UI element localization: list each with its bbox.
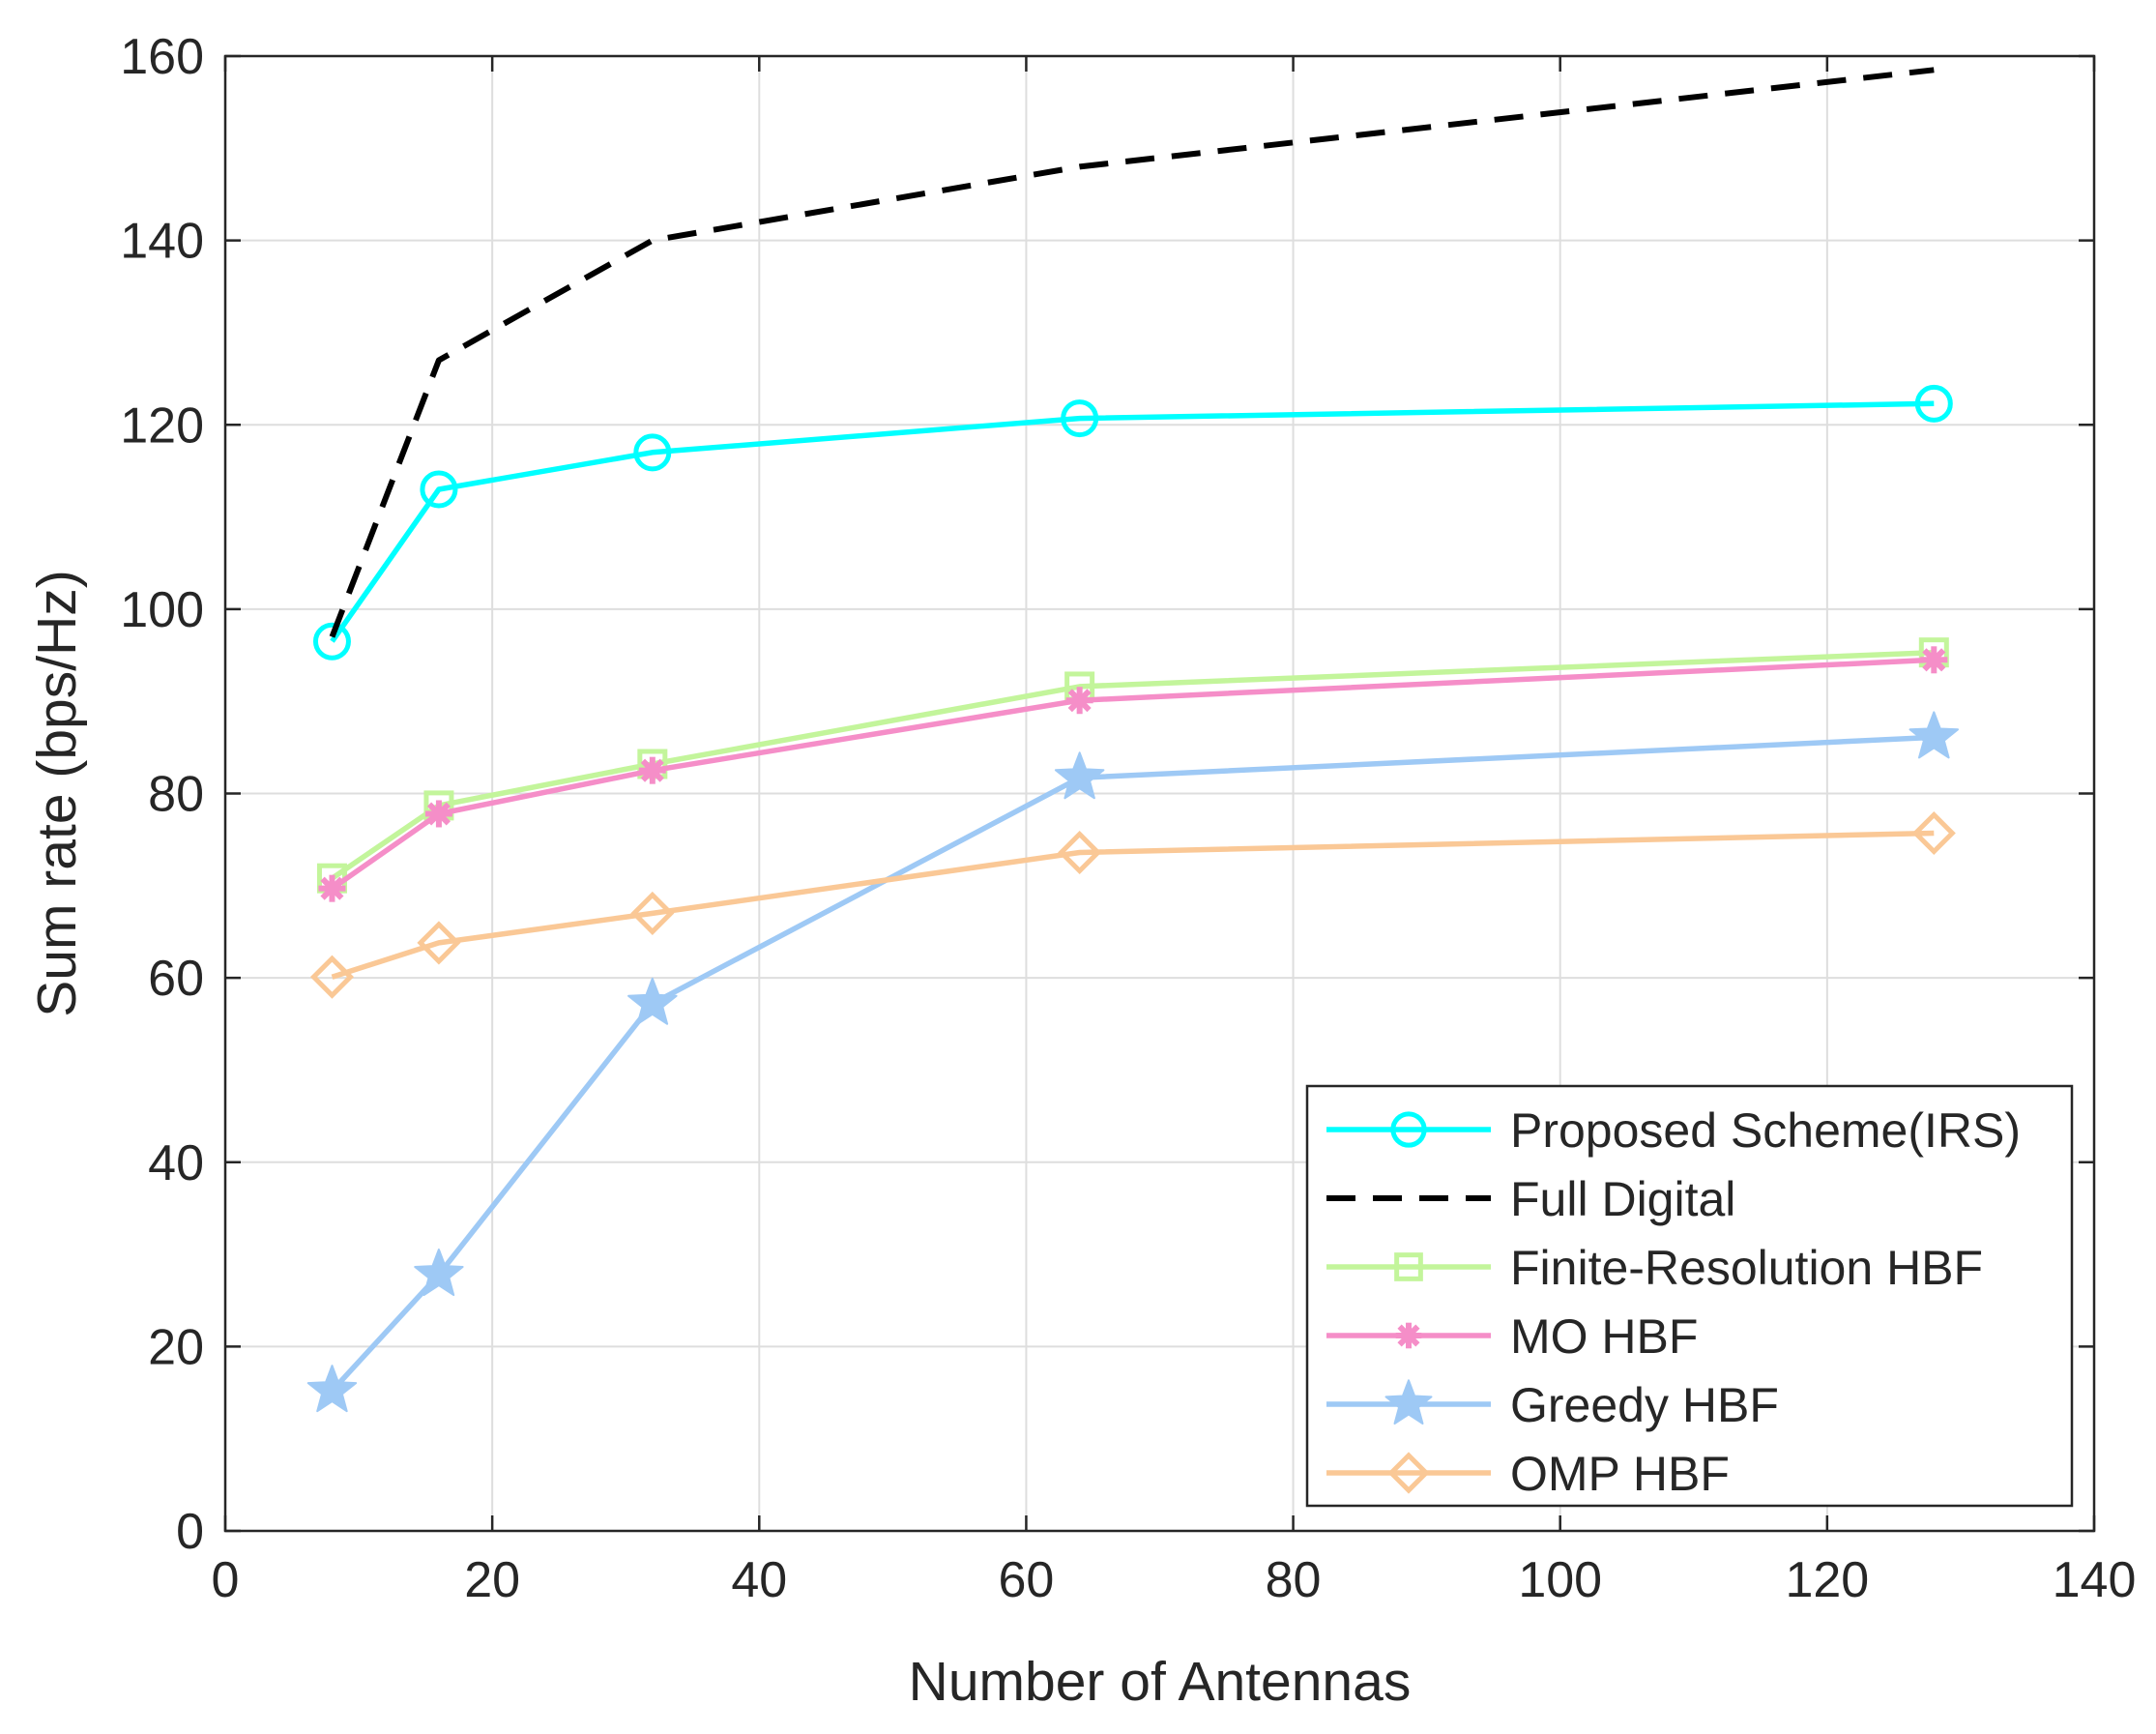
marker-diamond: [417, 921, 461, 965]
legend-label: Finite-Resolution HBF: [1510, 1241, 1983, 1295]
legend-entry: Full Digital: [1326, 1172, 1735, 1226]
y-tick-label: 120: [120, 397, 204, 454]
marker-pentagram: [1908, 711, 1959, 759]
legend-label: Full Digital: [1510, 1172, 1735, 1226]
marker-square: [1394, 1252, 1423, 1281]
axis-ticks: 0 20 40 60 80 100 120 140 0 20 40 60 80 100 120 140 160: [120, 29, 2136, 1608]
y-tick-label: 160: [120, 29, 204, 85]
y-tick-label: 140: [120, 214, 204, 270]
series-omp-hbf: [309, 810, 1956, 999]
legend-entry: OMP HBF: [1326, 1447, 1730, 1501]
grid: [225, 56, 2094, 1531]
series-line: [330, 400, 1935, 643]
y-tick-label: 60: [148, 951, 204, 1007]
x-tick-label: 140: [2053, 1552, 2137, 1608]
asterisk-stroke: [1067, 689, 1092, 713]
series-greedy-hbf: [306, 711, 1959, 1413]
marker-circle: [420, 470, 458, 509]
legend-entry: Greedy HBF: [1326, 1378, 1779, 1432]
marker-asterisk: [1065, 687, 1093, 715]
x-tick-label: 60: [999, 1552, 1055, 1608]
y-tick-label: 80: [148, 767, 204, 823]
marker-circle: [1061, 399, 1099, 438]
series-proposed-scheme-irs-: [312, 384, 1953, 661]
x-tick-label: 0: [212, 1552, 240, 1608]
x-axis-label: Number of Antennas: [909, 1651, 1412, 1713]
x-tick-label: 100: [1518, 1552, 1602, 1608]
asterisk-stroke: [426, 802, 451, 826]
legend-entry: Finite-Resolution HBF: [1326, 1241, 1983, 1295]
asterisk-stroke: [640, 758, 664, 782]
legend: Proposed Scheme(IRS) Full Digital Finite-R…: [1305, 1084, 2074, 1508]
series-line: [331, 830, 1935, 980]
y-tick-label: 0: [176, 1504, 204, 1560]
y-axis-label: Sum rate (bps/Hz): [26, 570, 88, 1016]
y-tick-label: 40: [148, 1135, 204, 1191]
marker-pentagram: [414, 1249, 464, 1297]
marker-asterisk: [1395, 1322, 1422, 1349]
legend-entry: MO HBF: [1326, 1309, 1698, 1364]
marker-pentagram: [306, 1365, 358, 1413]
y-tick-label: 20: [148, 1319, 204, 1375]
x-tick-label: 80: [1266, 1552, 1322, 1608]
x-tick-label: 20: [464, 1552, 520, 1608]
marker-asterisk: [638, 756, 666, 784]
marker-circle: [633, 433, 672, 472]
marker-circle: [1390, 1111, 1427, 1148]
marker-diamond: [1911, 810, 1956, 856]
marker-asterisk: [1920, 646, 1948, 674]
marker-pentagram: [1384, 1379, 1433, 1425]
asterisk-stroke: [1922, 648, 1946, 672]
legend-box: [1305, 1084, 2074, 1508]
marker-asterisk: [318, 874, 346, 902]
x-tick-label: 120: [1785, 1552, 1869, 1608]
marker-diamond: [630, 891, 675, 935]
marker-asterisk: [424, 800, 452, 828]
marker-diamond: [1387, 1452, 1430, 1494]
marker-diamond: [309, 955, 354, 999]
marker-pentagram: [627, 977, 678, 1025]
series-mo-hbf: [318, 646, 1948, 902]
series-full-digital: [329, 67, 1935, 638]
y-tick-label: 100: [120, 582, 204, 638]
legend-label: Proposed Scheme(IRS): [1510, 1103, 2021, 1158]
legend-label: Greedy HBF: [1510, 1378, 1779, 1432]
series-lines: [306, 67, 1959, 1413]
marker-diamond: [1058, 830, 1102, 875]
legend-label: OMP HBF: [1510, 1447, 1730, 1501]
legend-entry: Proposed Scheme(IRS): [1326, 1103, 2021, 1158]
legend-label: MO HBF: [1510, 1309, 1698, 1364]
asterisk-stroke: [1397, 1324, 1420, 1347]
series-line: [329, 67, 1935, 638]
asterisk-stroke: [320, 876, 344, 900]
marker-pentagram: [1054, 751, 1105, 800]
x-tick-label: 40: [731, 1552, 787, 1608]
marker-circle: [1914, 384, 1953, 423]
marker-circle: [312, 622, 351, 661]
